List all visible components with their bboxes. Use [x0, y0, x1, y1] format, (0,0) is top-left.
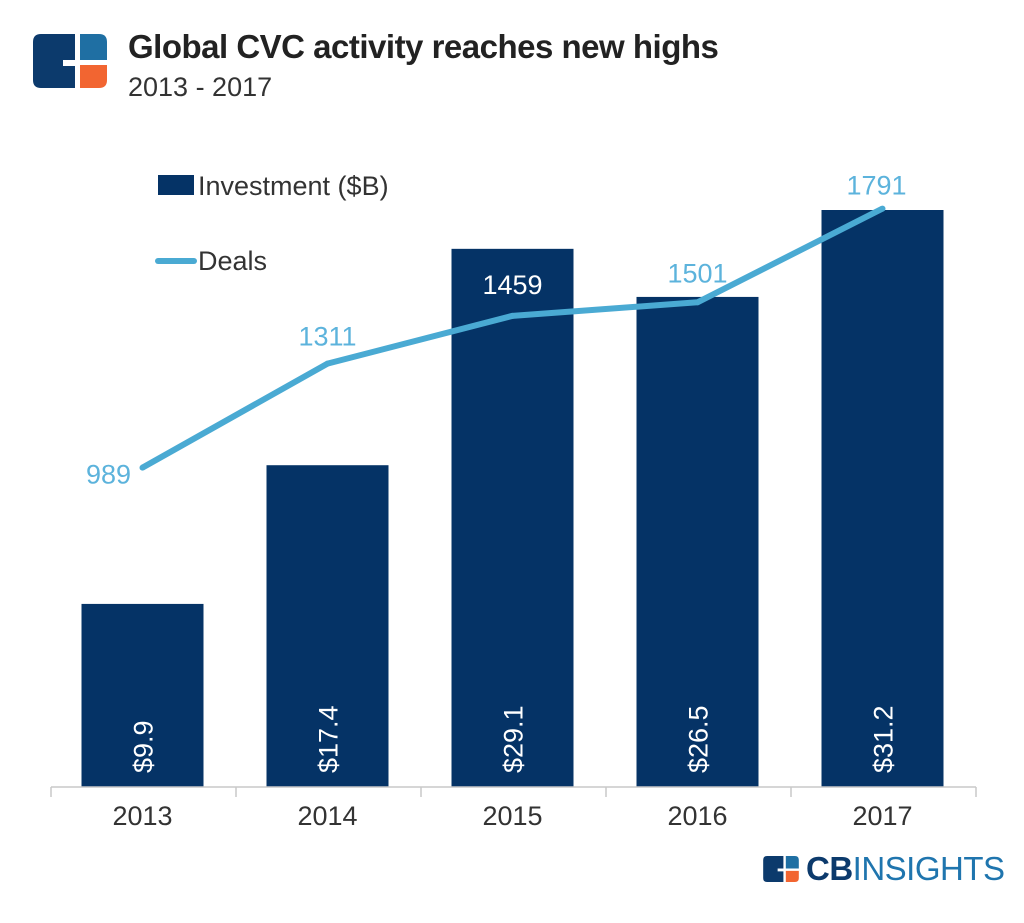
- cb-insights-logo-mark: [33, 34, 107, 93]
- x-tick-label-2014: 2014: [297, 801, 357, 831]
- legend-label-deals: Deals: [198, 246, 267, 276]
- deal-label-2016: 1501: [667, 258, 727, 288]
- x-tick-label-2015: 2015: [482, 801, 542, 831]
- bar-2016: [636, 296, 759, 787]
- deal-point-2017: [879, 205, 886, 212]
- legend-swatch-investment: [158, 175, 194, 195]
- deal-label-2015: 1459: [482, 270, 542, 300]
- bar-2017: [821, 210, 944, 787]
- deal-label-2013: 989: [86, 460, 131, 490]
- chart-subtitle: 2013 - 2017: [128, 72, 273, 102]
- deal-point-2016: [694, 299, 701, 306]
- bar-2014: [266, 465, 389, 787]
- bar-label-2017: $31.2: [869, 705, 899, 773]
- legend-label-investment: Investment ($B): [198, 171, 389, 201]
- deal-label-2017: 1791: [846, 171, 906, 201]
- bar-2015: [451, 248, 574, 787]
- cb-insights-logo-icon: [763, 855, 799, 882]
- deal-point-2013: [139, 464, 146, 471]
- deal-label-2014: 1311: [298, 322, 356, 352]
- chart-title: Global CVC activity reaches new highs: [128, 28, 719, 65]
- x-tick-label-2017: 2017: [852, 801, 912, 831]
- bar-2013: [81, 603, 204, 787]
- x-tick-label-2013: 2013: [112, 801, 172, 831]
- deal-point-2015: [509, 312, 516, 319]
- brand-cb: CB: [806, 850, 853, 887]
- brand-insights: INSIGHTS: [852, 850, 1005, 887]
- deal-point-2014: [324, 360, 331, 367]
- cb-insights-brand: CBINSIGHTS: [762, 852, 1005, 885]
- bar-label-2013: $9.9: [129, 720, 159, 773]
- bar-label-2015: $29.1: [499, 705, 529, 773]
- x-tick-label-2016: 2016: [667, 801, 727, 831]
- bar-label-2016: $26.5: [684, 705, 714, 773]
- bar-label-2014: $17.4: [314, 705, 344, 773]
